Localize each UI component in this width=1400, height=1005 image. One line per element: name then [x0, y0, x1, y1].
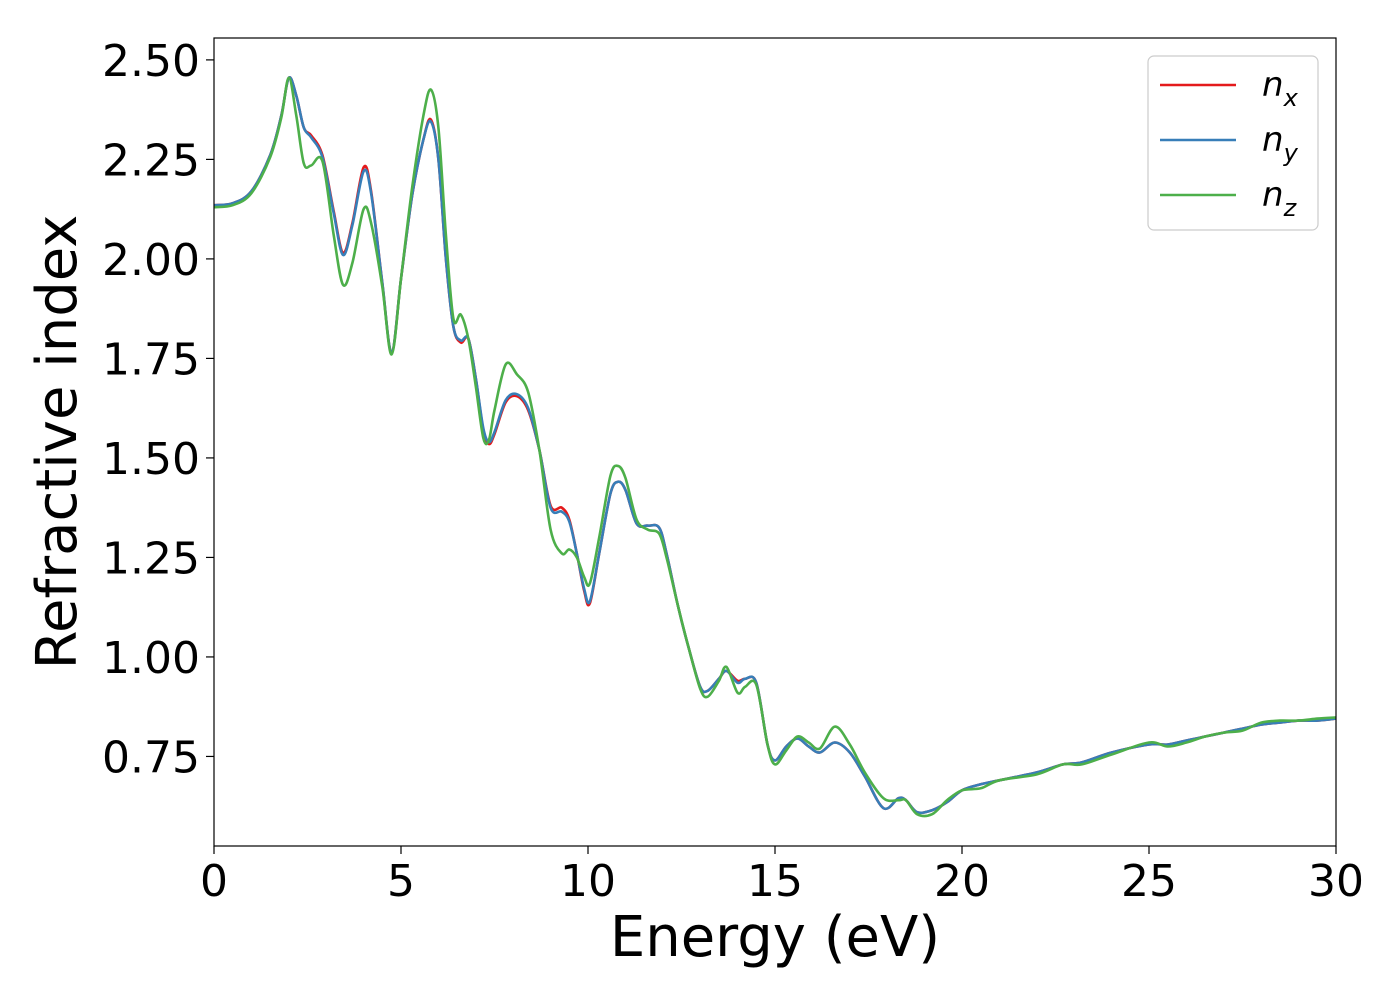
y-tick-label: 1.50 — [102, 434, 200, 485]
x-tick-label: 25 — [1121, 856, 1177, 907]
x-axis-title: Energy (eV) — [610, 905, 940, 970]
legend-subscript: x — [1283, 84, 1299, 112]
y-tick-label: 1.75 — [102, 334, 200, 385]
y-tick-label: 1.00 — [102, 633, 200, 684]
x-axis-ticks: 0 5 10 15 20 25 30 — [200, 846, 1364, 907]
y-tick-label: 0.75 — [102, 732, 200, 783]
y-tick-label: 2.25 — [102, 135, 200, 186]
x-tick-label: 10 — [560, 856, 616, 907]
legend-subscript: y — [1283, 139, 1299, 167]
x-tick-label: 5 — [387, 856, 415, 907]
x-tick-label: 0 — [200, 856, 228, 907]
x-tick-label: 15 — [747, 856, 803, 907]
y-axis-title: Refractive index — [25, 215, 90, 670]
x-tick-label: 30 — [1308, 856, 1364, 907]
x-tick-label: 20 — [934, 856, 990, 907]
legend-box — [1147, 55, 1319, 231]
y-tick-label: 2.00 — [102, 235, 200, 286]
series-layer — [214, 75, 1336, 818]
y-axis-ticks: 0.75 1.00 1.25 1.50 1.75 2.00 2.25 2.50 — [102, 36, 214, 783]
series-line-nz — [214, 76, 1336, 818]
y-tick-label: 1.25 — [102, 533, 200, 584]
y-tick-label: 2.50 — [102, 36, 200, 87]
legend-subscript: z — [1283, 194, 1298, 222]
